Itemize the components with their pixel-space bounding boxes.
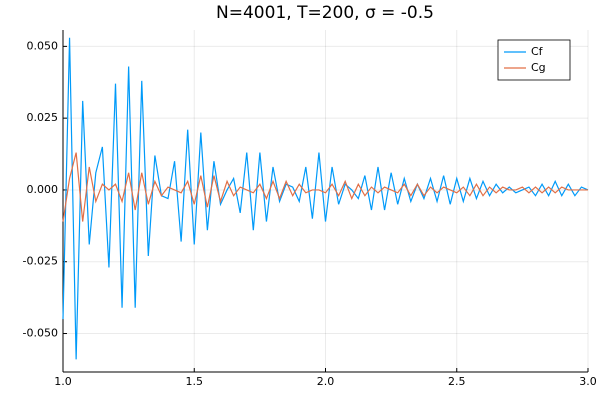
y-tick-label: 0.000 [27, 183, 59, 196]
series-line [62, 152, 588, 222]
y-tick-label: -0.050 [23, 327, 58, 340]
y-tick-label: -0.025 [23, 255, 58, 268]
x-tick-label: 1.5 [186, 375, 204, 388]
y-tick-label: 0.025 [27, 111, 59, 124]
x-tick-label: 2.5 [448, 375, 466, 388]
legend-label: Cf [531, 45, 544, 58]
chart-title: N=4001, T=200, σ = -0.5 [216, 3, 434, 23]
y-tick-label: 0.050 [27, 39, 59, 52]
legend-label: Cg [531, 61, 546, 74]
x-tick-label: 3.0 [579, 375, 597, 388]
series-line [62, 37, 589, 360]
legend-box [497, 39, 571, 81]
x-tick-label: 2.0 [317, 375, 335, 388]
x-tick-label: 1.0 [54, 375, 72, 388]
